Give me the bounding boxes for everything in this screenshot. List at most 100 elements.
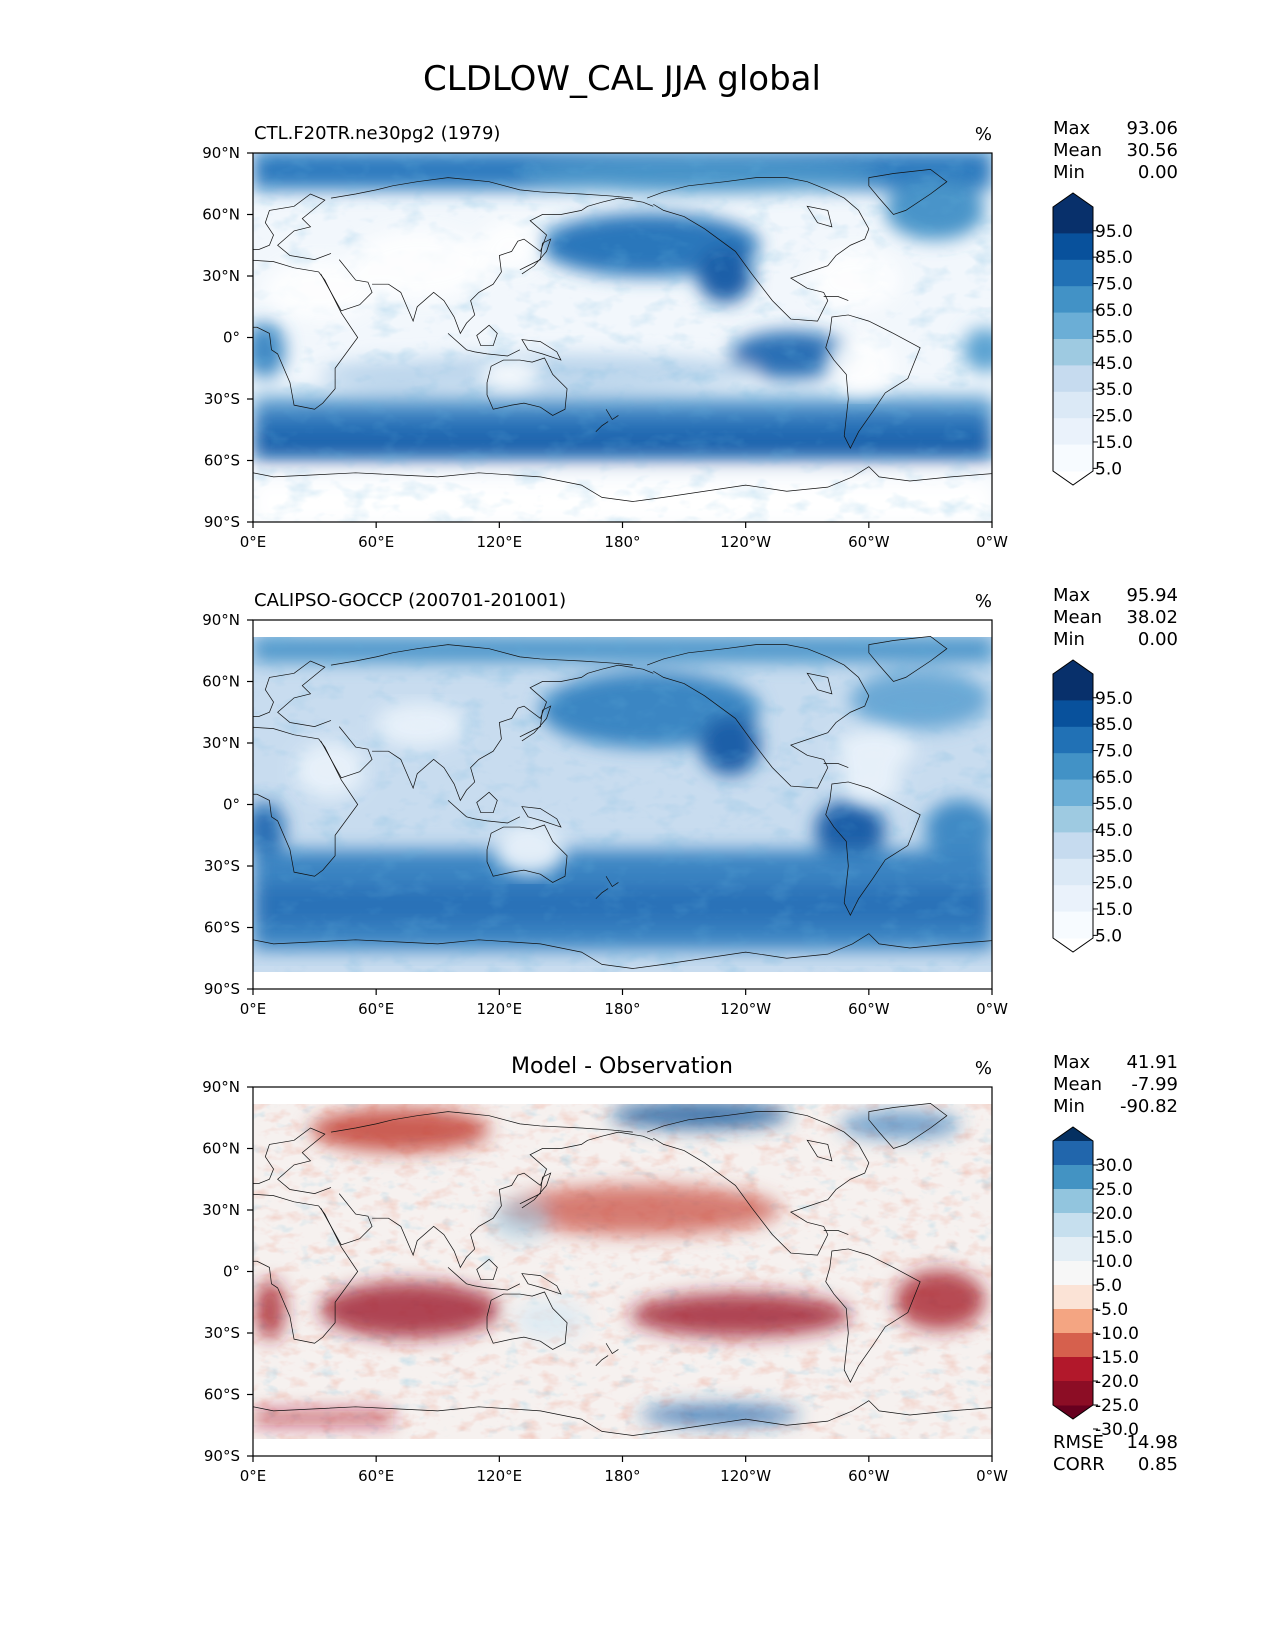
colorbar-tick-label: 15.0 [1095, 900, 1133, 920]
map-field [253, 153, 992, 522]
y-tick-label: 60°S [204, 1386, 240, 1404]
x-tick-label: 0°E [240, 1467, 267, 1485]
map-axis-ticks: 0°E 60°E 120°E 180° 120°W 60°W 0°W 90°N 60°N 30°N… [202, 1078, 1008, 1485]
colorbar-tick-label: 95.0 [1095, 222, 1133, 242]
colorbar-tick-label: 10.0 [1095, 1252, 1133, 1272]
colorbar-extend-top [1053, 193, 1093, 207]
stat-label: Min [1053, 1096, 1085, 1117]
colorbar-segment [1053, 1189, 1093, 1214]
stat-value: 0.00 [1138, 629, 1178, 650]
map-axis-ticks: 0°E 60°E 120°E 180° 120°W 60°W 0°W 90°N 60°N 30°N… [202, 611, 1008, 1018]
colorbar-tick-label: 20.0 [1095, 1204, 1133, 1224]
stats-block: Max 95.94 Mean 38.02 Min 0.00 [1053, 585, 1178, 650]
stat-label: Mean [1053, 140, 1102, 161]
colorbar-tick-label: 30.0 [1095, 1156, 1133, 1176]
colorbar-outline [1052, 659, 1094, 953]
colorbar: 30.0 25.0 20.0 15.0 10.0 5.0 -5.0 -10.0 -15.0 -20… [1052, 1126, 1139, 1440]
colorbar-tick-label: -5.0 [1095, 1300, 1128, 1320]
skill-stats-block: RMSE 14.98 CORR 0.85 [1053, 1432, 1178, 1475]
x-tick-label: 0°E [240, 1000, 267, 1018]
colorbar-tick-label: -20.0 [1095, 1372, 1139, 1392]
colorbar-tick-label: 5.0 [1095, 1276, 1122, 1296]
colorbar-tick-label: 85.0 [1095, 715, 1133, 735]
colorbar-tick-label: 15.0 [1095, 433, 1133, 453]
colorbar-segment [1053, 1333, 1093, 1358]
colorbar-segment [1053, 1237, 1093, 1262]
colorbar-segment [1053, 1381, 1093, 1406]
colorbar-segment [1053, 1357, 1093, 1382]
x-tick-label: 60°W [848, 1467, 890, 1485]
y-tick-label: 90°N [202, 144, 240, 162]
stat-label: Max [1053, 585, 1091, 606]
stat-label: CORR [1053, 1454, 1105, 1475]
stat-label: Mean [1053, 1074, 1102, 1095]
y-tick-label: 60°N [202, 673, 240, 691]
colorbar-segment [1053, 207, 1093, 234]
colorbar-segment [1053, 1213, 1093, 1238]
figure-title: CLDLOW_CAL JJA global [423, 59, 821, 99]
y-tick-label: 0° [223, 796, 240, 814]
colorbar-tick-label: 45.0 [1095, 354, 1133, 374]
colorbar-segment [1053, 806, 1093, 833]
colorbar-tick-label: 5.0 [1095, 926, 1122, 946]
stat-value: 0.85 [1138, 1454, 1178, 1475]
y-tick-label: 30°S [204, 1324, 240, 1342]
y-tick-label: 60°N [202, 1140, 240, 1158]
x-tick-label: 180° [604, 533, 640, 551]
panel-model: CTL.F20TR.ne30pg2 (1979) % [202, 118, 1178, 551]
colorbar-tick-label: 25.0 [1095, 1180, 1133, 1200]
colorbar-segment [1053, 858, 1093, 886]
y-tick-label: 90°N [202, 1078, 240, 1096]
colorbar-segment [1053, 674, 1093, 701]
y-tick-label: 90°S [204, 980, 240, 998]
y-tick-label: 60°S [204, 919, 240, 937]
colorbar-extend-top [1053, 660, 1093, 674]
colorbar-segment [1053, 885, 1093, 913]
colorbar-segment [1053, 312, 1093, 340]
colorbar-extend-bottom [1053, 1405, 1093, 1419]
x-tick-label: 0°E [240, 533, 267, 551]
y-tick-label: 30°N [202, 1201, 240, 1219]
y-tick-label: 90°S [204, 1447, 240, 1465]
colorbar-tick-label: 65.0 [1095, 301, 1133, 321]
colorbar-tick-label: -25.0 [1095, 1396, 1139, 1416]
colorbar-tick-label: 5.0 [1095, 459, 1122, 479]
stat-value: -90.82 [1120, 1096, 1178, 1117]
stats-block: Max 93.06 Mean 30.56 Min 0.00 [1053, 118, 1178, 183]
x-tick-label: 0°W [976, 533, 1008, 551]
colorbar: 95.0 85.0 75.0 65.0 55.0 45.0 35.0 25.0 15.0 5.0 [1052, 192, 1133, 486]
colorbar-extend-bottom [1053, 938, 1093, 952]
stat-value: 0.00 [1138, 162, 1178, 183]
colorbar-segment [1053, 753, 1093, 781]
y-tick-label: 90°N [202, 611, 240, 629]
stat-value: -7.99 [1131, 1074, 1178, 1095]
panel-units: % [975, 591, 992, 612]
y-tick-label: 0° [223, 1263, 240, 1281]
colorbar-segment [1053, 726, 1093, 754]
y-tick-label: 60°S [204, 452, 240, 470]
y-tick-label: 0° [223, 329, 240, 347]
panel-center-title: Model - Observation [511, 1054, 733, 1079]
x-tick-label: 120°E [477, 533, 523, 551]
colorbar-segment [1053, 259, 1093, 287]
stat-label: Mean [1053, 607, 1102, 628]
colorbar-tick-label: 25.0 [1095, 874, 1133, 894]
colorbar-segment [1053, 779, 1093, 807]
x-tick-label: 120°W [720, 533, 771, 551]
x-tick-label: 120°E [477, 1000, 523, 1018]
x-tick-label: 120°W [720, 1467, 771, 1485]
colorbar: 95.0 85.0 75.0 65.0 55.0 45.0 35.0 25.0 15.0 5.0 [1052, 659, 1133, 953]
panel-observation: CALIPSO-GOCCP (200701-201001) % [202, 585, 1178, 1018]
colorbar-tick-label: -30.0 [1095, 1420, 1139, 1440]
colorbar-tick-label: 55.0 [1095, 327, 1133, 347]
y-tick-label: 60°N [202, 206, 240, 224]
y-tick-label: 30°N [202, 267, 240, 285]
colorbar-segment [1053, 418, 1093, 446]
colorbar-tick-label: 35.0 [1095, 380, 1133, 400]
colorbar-segment [1053, 1309, 1093, 1334]
colorbar-segment [1053, 233, 1093, 261]
colorbar-extend-top [1053, 1127, 1093, 1141]
stat-value: 95.94 [1126, 585, 1178, 606]
colorbar-tick-label: 45.0 [1095, 821, 1133, 841]
